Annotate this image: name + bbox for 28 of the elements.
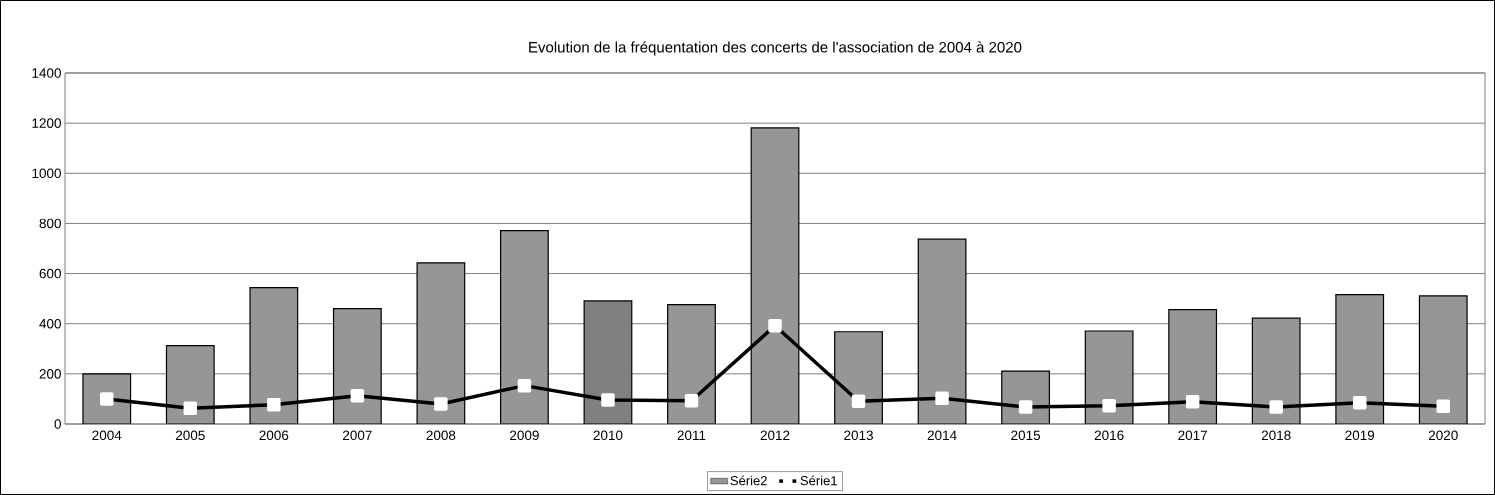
y-tick-label: 1200 [32, 118, 61, 128]
x-tick-label: 2014 [927, 430, 957, 441]
x-tick-label: 2010 [593, 430, 623, 441]
x-tick-label: 2008 [426, 430, 456, 441]
legend-label: Série1 [800, 475, 837, 486]
y-tick-label: 1400 [32, 68, 61, 78]
x-tick-label: 2006 [259, 430, 289, 441]
y-tick-label: 0 [54, 419, 61, 429]
x-tick-label: 2019 [1345, 430, 1375, 441]
x-tick-label: 2017 [1178, 430, 1207, 441]
y-tick-label: 200 [39, 369, 61, 379]
x-tick-label: 2012 [760, 430, 790, 441]
x-tick-label: 2018 [1261, 430, 1291, 441]
x-tick-label: 2015 [1011, 430, 1041, 441]
x-tick-label: 2007 [343, 430, 372, 441]
y-tick-label: 600 [39, 268, 61, 279]
x-tick-label: 2016 [1094, 430, 1124, 441]
legend-label: Série2 [730, 475, 767, 486]
x-tick-label: 2005 [175, 430, 205, 441]
x-tick-label: 2020 [1428, 430, 1458, 441]
y-tick-label: 1000 [32, 168, 61, 179]
x-tick-label: 2013 [844, 430, 873, 441]
x-tick-label: 2011 [677, 430, 706, 441]
x-tick-label: 2009 [510, 430, 539, 441]
chart-title: Evolution de la fréquentation des concerts de l'association de 2004 à 2020 [529, 41, 1022, 56]
y-tick-label: 400 [39, 318, 61, 329]
y-tick-label: 800 [39, 218, 61, 229]
x-tick-label: 2004 [92, 430, 122, 441]
